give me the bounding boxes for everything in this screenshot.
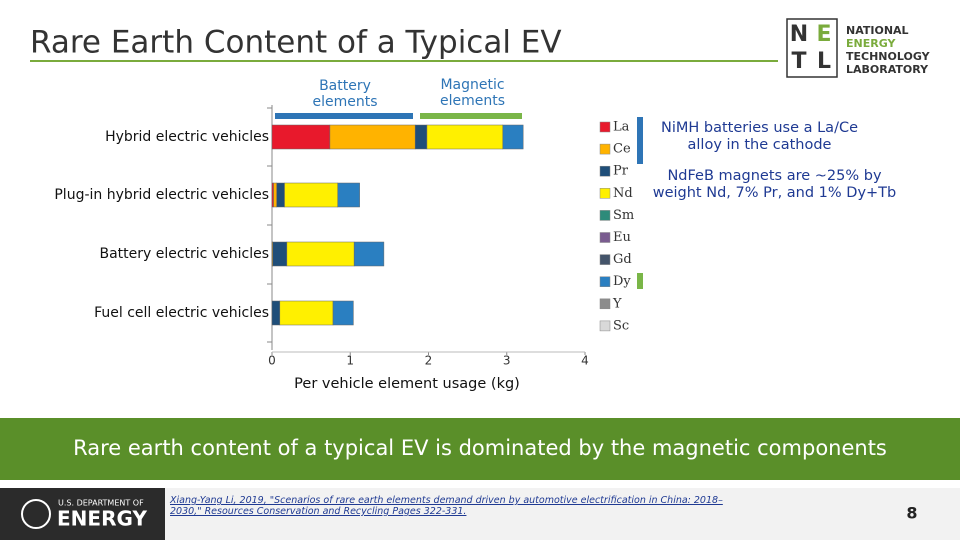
bar-segment [502, 124, 524, 150]
legend-label: Ce [613, 142, 631, 157]
y-tick-label: Battery electric vehicles [99, 246, 269, 262]
x-tick-label: 2 [425, 354, 433, 368]
bar-segment [337, 182, 360, 208]
netl-letter: L [817, 49, 831, 74]
bar-segment [271, 300, 281, 326]
x-tick-label: 4 [581, 354, 589, 368]
netl-name: TECHNOLOGY [846, 50, 931, 63]
netl-letter: N [790, 22, 808, 47]
slide-title: Rare Earth Content of a Typical EV [30, 25, 562, 61]
bar-segment [286, 241, 355, 267]
doe-line: ENERGY [57, 507, 147, 531]
annotation-bar [637, 117, 643, 164]
banner-bg [0, 418, 960, 480]
bar-segment [279, 300, 334, 326]
legend-swatch [599, 320, 611, 332]
legend-label: Gd [613, 252, 632, 267]
netl-name: NATIONAL [846, 24, 909, 37]
bar-segment [414, 124, 428, 150]
legend-label: Pr [613, 164, 629, 179]
netl-letter: T [791, 49, 806, 74]
bar-segment [329, 124, 416, 150]
y-tick-label: Plug-in hybrid electric vehicles [54, 187, 269, 203]
bar-segment [272, 241, 288, 267]
legend-swatch [599, 298, 611, 310]
legend-label: Dy [613, 274, 631, 289]
x-tick-label: 3 [503, 354, 511, 368]
legend-swatch [599, 276, 611, 287]
x-tick-label: 0 [268, 354, 276, 368]
bar-segment [284, 182, 338, 208]
doe-logo-bg [0, 488, 165, 540]
banner: Rare earth content of a typical EV is do… [73, 436, 887, 460]
doe-line: U.S. DEPARTMENT OF [58, 499, 144, 508]
legend-label: Y [612, 296, 622, 311]
legend-label: Eu [613, 230, 631, 245]
legend-label: Sc [613, 318, 629, 333]
annotation-bar [420, 113, 522, 119]
legend-swatch [599, 165, 611, 177]
legend-label: La [613, 120, 630, 135]
bar-segment [273, 182, 277, 208]
legend-swatch [599, 188, 611, 199]
bar-segment [353, 241, 385, 267]
annotation: NdFeB magnets are ~25% by weight Nd, 7% … [652, 168, 897, 201]
x-axis-title: Per vehicle element usage (kg) [294, 376, 520, 392]
annotation-bar [275, 113, 413, 119]
annotation: NiMH batteries use a La/Ce alloy in the … [660, 120, 859, 153]
doe-seal [21, 499, 51, 529]
annotation: Magnetic elements [439, 77, 506, 110]
legend-swatch [599, 254, 611, 265]
y-tick-label: Hybrid electric vehicles [105, 129, 269, 145]
citation: Xiang-Yang Li, 2019, "Scenarios of rare … [170, 495, 723, 517]
legend-label: Nd [613, 186, 633, 201]
bar-segment [332, 300, 354, 326]
legend-label: Sm [613, 208, 634, 223]
netl-name: ENERGY [846, 37, 896, 50]
legend-swatch [599, 210, 611, 221]
legend-swatch [599, 121, 611, 133]
annotation-bar [637, 273, 643, 289]
netl-letter: E [816, 22, 831, 47]
bar-segment [271, 124, 331, 150]
bar-segment [426, 124, 504, 150]
legend-swatch [599, 232, 611, 243]
annotation: Battery elements [312, 78, 378, 111]
netl-name: LABORATORY [846, 63, 929, 76]
bar-segment [276, 182, 285, 208]
page-number: 8 [906, 504, 917, 523]
y-tick-label: Fuel cell electric vehicles [94, 305, 269, 321]
legend-swatch [599, 143, 611, 155]
netl-mark [786, 18, 838, 78]
x-tick-label: 1 [346, 354, 354, 368]
